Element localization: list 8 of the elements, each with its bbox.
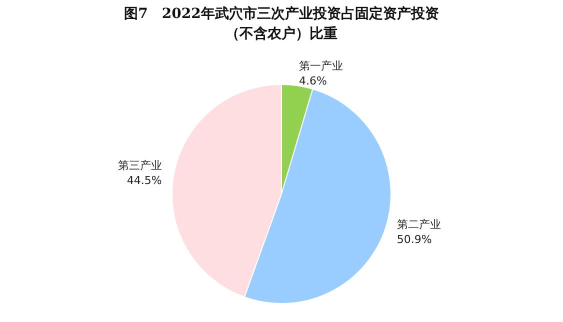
slice-label: 第一产业: [298, 60, 343, 73]
chart-title: 图7 2022年武穴市三次产业投资占固定资产投资: [123, 4, 440, 24]
slice-label: 第二产业: [396, 218, 441, 231]
data-label: 50.9%: [396, 232, 432, 246]
data-label: 4.6%: [298, 74, 327, 88]
data-label: 44.5%: [126, 174, 162, 187]
slice-label: 第三产业: [118, 158, 162, 172]
chart-subtitle: （不含农户）比重: [224, 24, 338, 44]
